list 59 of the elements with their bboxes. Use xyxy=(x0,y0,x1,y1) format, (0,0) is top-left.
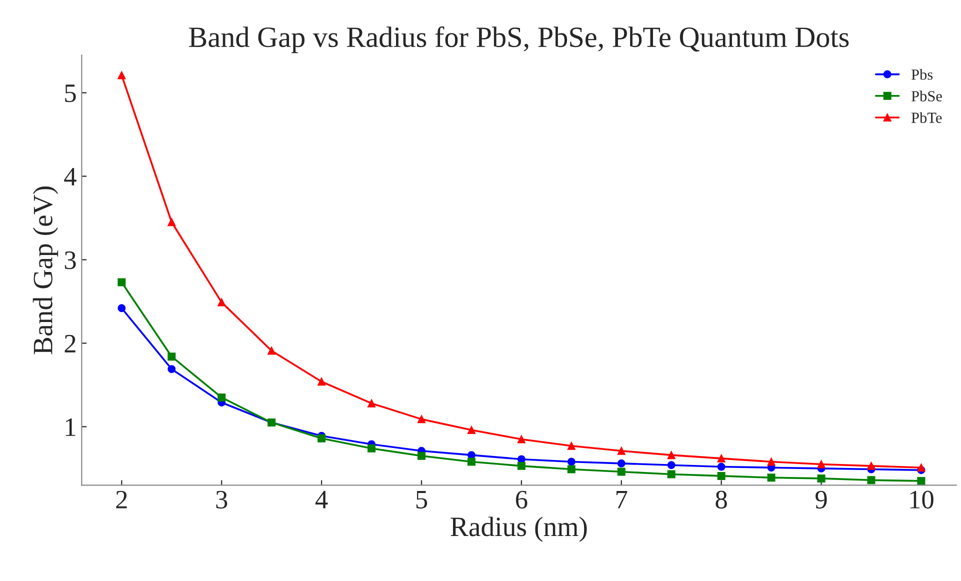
point xyxy=(767,458,776,466)
x-tick-label: 3 xyxy=(216,490,228,509)
point xyxy=(867,476,876,484)
point xyxy=(817,460,826,468)
point xyxy=(817,474,826,482)
legend-label: Pbs xyxy=(911,69,933,80)
y-axis-title: Band Gap (eV) xyxy=(32,186,58,354)
point xyxy=(118,278,126,286)
point xyxy=(667,470,676,478)
legend-label: PbTe xyxy=(911,112,942,123)
point xyxy=(368,444,376,452)
point xyxy=(917,464,926,472)
point xyxy=(168,218,176,226)
point xyxy=(717,462,726,471)
x-tick-label: 9 xyxy=(816,490,827,509)
point xyxy=(617,446,626,455)
point xyxy=(567,442,576,450)
y-tick-label: 2 xyxy=(64,334,76,352)
x-tick-label: 2 xyxy=(116,490,127,508)
x-tick-label: 8 xyxy=(716,490,727,509)
x-tick-label: 7 xyxy=(616,491,628,508)
point xyxy=(667,461,676,470)
point xyxy=(517,435,526,444)
point xyxy=(268,346,276,355)
point xyxy=(218,298,226,306)
x-tick-label: 4 xyxy=(315,490,328,508)
point xyxy=(168,365,176,374)
y-tick-label: 4 xyxy=(64,168,76,186)
point xyxy=(467,458,476,466)
point xyxy=(667,451,676,460)
x-tick-label: 6 xyxy=(516,490,528,509)
point xyxy=(318,378,326,386)
point xyxy=(617,468,626,476)
point xyxy=(368,399,376,408)
y-tick-label: 5 xyxy=(65,84,76,102)
x-axis-title: Radius (nm) xyxy=(450,516,587,542)
point xyxy=(567,458,576,466)
point xyxy=(567,465,576,474)
point xyxy=(467,426,476,434)
point xyxy=(118,71,126,80)
point xyxy=(318,434,326,442)
point xyxy=(767,474,776,482)
x-tick-label: 5 xyxy=(416,491,428,509)
point xyxy=(517,462,526,470)
legend-label: PbSe xyxy=(911,90,942,102)
point xyxy=(168,352,176,361)
x-tick-label: 10 xyxy=(910,490,934,509)
chart-title: Band Gap vs Radius for PbS, PbSe, PbTe Quantum Dots xyxy=(189,26,849,54)
y-tick-label: 1 xyxy=(66,418,76,436)
point xyxy=(617,459,626,468)
y-tick-label: 3 xyxy=(64,251,76,270)
point xyxy=(118,304,126,312)
point xyxy=(717,472,726,480)
point xyxy=(418,452,426,460)
point xyxy=(418,415,426,424)
point xyxy=(717,454,726,462)
point xyxy=(218,393,226,402)
point xyxy=(867,462,876,470)
point xyxy=(917,476,926,485)
